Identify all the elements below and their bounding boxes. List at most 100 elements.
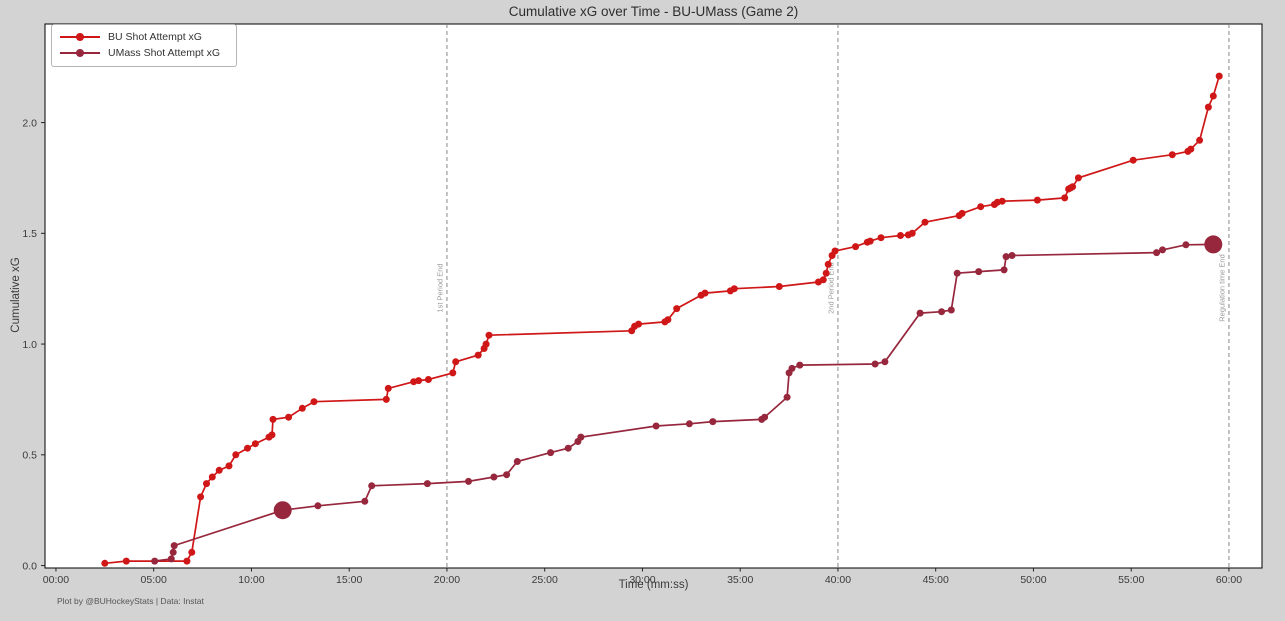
bu-series-point: [382, 395, 390, 403]
legend-item-bu: BU Shot Attempt xG: [60, 29, 228, 45]
umass-series-point: [368, 482, 376, 490]
umass-series-point: [1002, 253, 1010, 261]
bu-series-point: [958, 209, 966, 217]
y-axis: 0.0 0.5 1.0 1.5 2.0: [22, 117, 45, 572]
bu-series-point: [822, 269, 830, 277]
period-label: 1st Period End: [435, 263, 444, 312]
x-tick-label: 30:00: [629, 574, 655, 586]
y-tick-label: 1.0: [22, 339, 37, 351]
bu-series-point: [485, 331, 493, 339]
bu-series-point: [244, 444, 251, 452]
y-tick-label: 0.0: [22, 560, 37, 572]
umass-series-point: [167, 555, 175, 563]
bu-series-point: [775, 283, 783, 290]
period-label: 2nd Period End: [826, 262, 835, 314]
umass-series-point: [564, 444, 572, 452]
x-tick-label: 15:00: [336, 574, 362, 586]
umass-line-marker-icon: [60, 45, 100, 61]
x-tick-label: 55:00: [1118, 574, 1144, 586]
umass-series-point: [761, 413, 769, 421]
period-marker: Regulation time End: [1217, 24, 1230, 568]
umass-series-point: [881, 358, 889, 366]
bu-series-point: [921, 218, 929, 226]
bu-series-point: [285, 413, 293, 421]
bu-series-point: [208, 473, 216, 481]
x-axis: 00:00 05:00 10:00 15:00 20:00 25:00 30:00 35:00…: [43, 568, 1242, 586]
umass-series-point: [1000, 266, 1008, 274]
x-tick-label: 10:00: [238, 574, 264, 586]
bu-series-point: [1129, 156, 1137, 164]
legend-label-bu: BU Shot Attempt xG: [108, 31, 202, 43]
bu-series-point: [1215, 72, 1223, 80]
bu-series-point: [908, 229, 916, 237]
period-label: Regulation time End: [1217, 254, 1226, 322]
period-marker: 2nd Period End: [826, 24, 839, 568]
x-tick-label: 45:00: [923, 574, 949, 586]
y-tick-label: 2.0: [22, 117, 37, 129]
umass-series-point: [938, 308, 946, 316]
period-marker: 1st Period End: [435, 24, 448, 568]
bu-series: [101, 72, 1223, 567]
bu-series-point: [225, 462, 233, 470]
bu-series-point: [831, 247, 839, 255]
bu-series-point: [664, 316, 672, 324]
umass-series-point: [314, 502, 322, 510]
bu-series-point: [866, 237, 874, 245]
umass-legend-dot: [76, 49, 84, 57]
umass-goal-marker: [273, 501, 292, 520]
y-axis-label: Cumulative xG: [10, 257, 22, 333]
bu-series-point: [635, 320, 642, 328]
bu-series-point: [824, 260, 832, 268]
bu-series-point: [1074, 174, 1082, 182]
y-tick-label: 1.5: [22, 228, 37, 240]
bu-series-point: [122, 557, 130, 565]
bu-series-point: [474, 351, 482, 359]
umass-series-point: [151, 557, 159, 565]
bu-series-point: [1196, 136, 1204, 144]
x-tick-label: 25:00: [532, 574, 558, 586]
umass-goal-marker: [1204, 235, 1223, 254]
x-tick-label: 40:00: [825, 574, 851, 586]
plot-area: [44, 23, 1263, 569]
bu-series-point: [101, 559, 109, 567]
umass-series-point: [709, 418, 717, 426]
umass-series-point: [685, 420, 693, 428]
umass-series-point: [916, 309, 924, 317]
bu-series-point: [877, 234, 885, 242]
umass-series-point: [1153, 249, 1161, 257]
bu-series-point: [298, 404, 306, 412]
bu-series-point: [1168, 151, 1176, 159]
umass-series-point: [975, 268, 983, 276]
x-tick-label: 05:00: [141, 574, 167, 586]
bu-series-point: [449, 369, 457, 377]
umass-series-point: [953, 269, 961, 277]
bu-series-point: [1187, 145, 1195, 153]
bu-series-point: [268, 431, 276, 439]
x-tick-label: 00:00: [43, 574, 69, 586]
bu-series-point: [269, 415, 277, 423]
bu-series-point: [998, 197, 1006, 205]
x-tick-label: 60:00: [1216, 574, 1242, 586]
bu-series-point: [977, 203, 985, 211]
umass-series-point: [361, 497, 369, 505]
bu-series-point: [1204, 103, 1212, 111]
x-tick-label: 50:00: [1020, 574, 1046, 586]
x-axis-label: Time (mm:ss): [618, 579, 689, 591]
bu-series-point: [384, 384, 392, 392]
bu-series-point: [232, 451, 240, 459]
bu-series-point: [482, 340, 490, 348]
legend-label-umass: UMass Shot Attempt xG: [108, 47, 221, 59]
bu-series-point: [251, 440, 259, 448]
umass-series-point: [465, 477, 472, 485]
umass-series-point: [1159, 246, 1166, 254]
umass-series-point: [1182, 241, 1190, 249]
bu-series-point: [1061, 194, 1069, 202]
bu-series-point: [897, 232, 904, 239]
bu-series-point: [819, 276, 827, 284]
umass-series-point: [170, 542, 178, 550]
umass-series-point: [783, 393, 791, 401]
bu-series-point: [1069, 183, 1077, 191]
legend-item-umass: UMass Shot Attempt xG: [60, 45, 228, 61]
bu-line-marker-icon: [60, 29, 100, 45]
bu-series-point: [183, 557, 191, 565]
